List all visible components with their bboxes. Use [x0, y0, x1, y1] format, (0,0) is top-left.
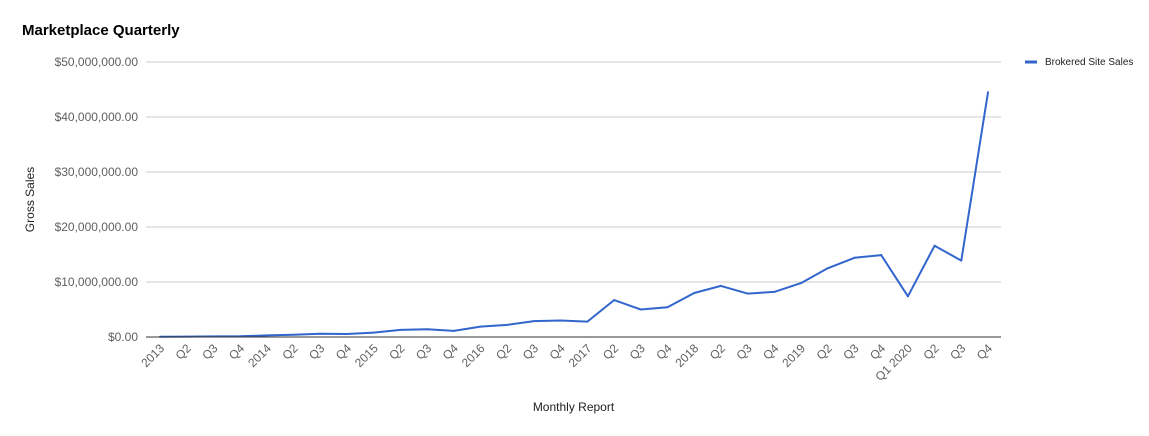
data-point — [532, 320, 535, 323]
x-tick-label: Q3 — [306, 341, 327, 362]
x-tick-label: Q2 — [386, 341, 407, 362]
x-tick-label: Q3 — [413, 341, 434, 362]
x-tick-label: Q4 — [867, 341, 888, 362]
x-tick-label: 2017 — [566, 341, 595, 370]
x-tick-label: Q2 — [707, 341, 728, 362]
x-tick-label: Q2 — [173, 341, 194, 362]
x-tick-label: 2019 — [779, 341, 808, 370]
x-tick-label: Q2 — [279, 341, 300, 362]
x-tick-label: Q4 — [974, 341, 995, 362]
data-point — [559, 319, 562, 322]
x-tick-label: Q2 — [493, 341, 514, 362]
x-tick-label: Q3 — [627, 341, 648, 362]
data-point — [746, 292, 749, 295]
y-tick-label: $0.00 — [108, 330, 138, 344]
data-point — [506, 323, 509, 326]
x-tick-label: Q4 — [653, 341, 674, 362]
y-axis-ticks: $0.00 $10,000,000.00 $20,000,000.00 $30,000… — [55, 55, 139, 344]
data-point — [613, 299, 616, 302]
x-tick-label: 2016 — [459, 341, 488, 370]
x-tick-label: 2018 — [673, 341, 702, 370]
data-point — [666, 306, 669, 309]
data-point — [452, 329, 455, 332]
data-point — [826, 267, 829, 270]
x-tick-label: 2015 — [352, 341, 381, 370]
x-tick-label: Q4 — [547, 341, 568, 362]
x-tick-label: Q3 — [947, 341, 968, 362]
data-point — [853, 256, 856, 259]
data-point — [906, 295, 909, 298]
legend-label: Brokered Site Sales — [1045, 57, 1133, 68]
data-point — [426, 328, 429, 331]
y-tick-label: $10,000,000.00 — [55, 275, 139, 289]
chart-title: Marketplace Quarterly — [22, 22, 180, 39]
data-point — [292, 333, 295, 336]
y-tick-label: $40,000,000.00 — [55, 110, 139, 124]
data-point — [265, 334, 268, 337]
data-point — [693, 292, 696, 294]
x-axis-label: Monthly Report — [533, 400, 615, 414]
x-tick-label: Q3 — [734, 341, 755, 362]
x-tick-label: Q2 — [600, 341, 621, 362]
x-tick-label: Q3 — [520, 341, 541, 362]
x-tick-label: Q4 — [440, 341, 461, 362]
x-tick-label: Q2 — [920, 341, 941, 362]
data-point — [987, 91, 989, 94]
data-point — [719, 284, 722, 287]
x-tick-label: Q3 — [840, 341, 861, 362]
x-tick-label: Q3 — [199, 341, 220, 362]
data-point — [800, 282, 803, 285]
data-point — [345, 332, 348, 335]
y-tick-label: $50,000,000.00 — [55, 55, 139, 69]
data-point — [960, 259, 963, 262]
x-tick-label: Q4 — [333, 341, 354, 362]
data-point — [773, 290, 776, 293]
x-tick-label: Q4 — [760, 341, 781, 362]
data-point — [372, 331, 375, 334]
legend: Brokered Site Sales — [1025, 57, 1133, 68]
gridlines — [146, 61, 1001, 283]
x-tick-label: 2014 — [245, 341, 274, 370]
data-point — [399, 328, 402, 331]
data-point — [639, 308, 642, 311]
data-point — [479, 325, 482, 328]
data-point — [319, 332, 322, 335]
y-tick-label: $20,000,000.00 — [55, 220, 139, 234]
data-point — [586, 320, 589, 323]
x-tick-label: Q4 — [226, 341, 247, 362]
x-tick-label: Q2 — [814, 341, 835, 362]
data-point — [933, 244, 936, 247]
series-line — [159, 92, 989, 338]
y-tick-label: $30,000,000.00 — [55, 165, 139, 179]
y-axis-label: Gross Sales — [23, 167, 37, 232]
x-tick-label: 2013 — [138, 341, 167, 370]
series-layer — [159, 91, 989, 338]
data-point — [880, 254, 883, 257]
